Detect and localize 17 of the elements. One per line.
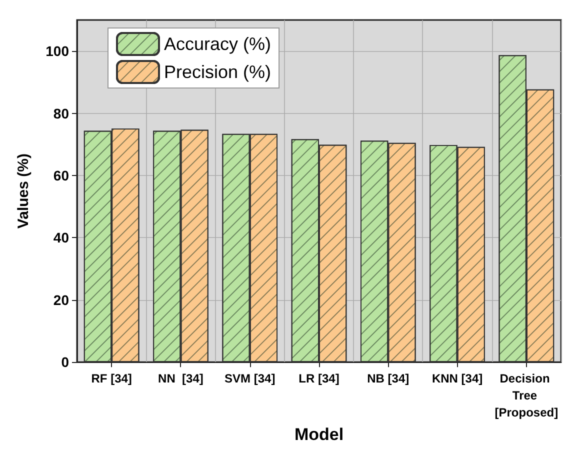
y-tick-label: 100 xyxy=(46,43,70,60)
legend-label: Accuracy (%) xyxy=(164,34,272,54)
legend-label: Precision (%) xyxy=(164,62,272,82)
x-axis-title: Model xyxy=(294,425,344,444)
x-tick-label: SVM [34] xyxy=(224,372,276,386)
x-tick-label: NB [34] xyxy=(367,372,410,386)
y-tick-label: 60 xyxy=(53,168,70,184)
y-tick-label: 40 xyxy=(53,230,70,246)
x-tick-label: LR [34] xyxy=(298,372,340,386)
x-tick-label: KNN [34] xyxy=(432,372,483,386)
y-axis-title: Values (%) xyxy=(15,154,32,229)
x-tick-label: Decision Tree [Proposed] xyxy=(494,372,558,420)
y-tick-label: 20 xyxy=(53,292,70,308)
x-tick-label: NN [34] xyxy=(158,372,204,386)
y-tick-label: 0 xyxy=(61,354,70,370)
y-tick-label: 80 xyxy=(53,105,70,122)
x-tick-label: RF [34] xyxy=(91,372,132,386)
